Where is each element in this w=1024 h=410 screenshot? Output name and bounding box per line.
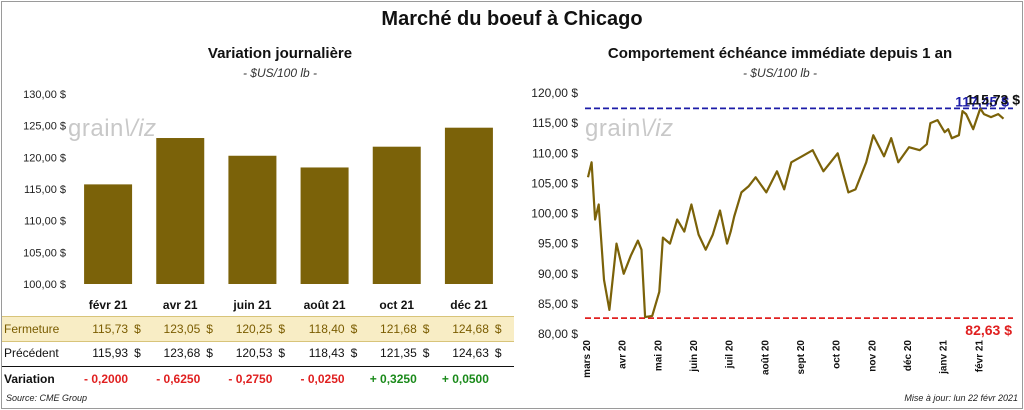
left-watermark-logo: grain\/iz bbox=[68, 115, 157, 142]
left-chart-unit: - $US/100 lb - bbox=[242, 66, 318, 80]
x-tick-label: déc 20 bbox=[903, 340, 914, 372]
variation-value: + 0,0500 bbox=[441, 372, 489, 386]
y-tick-label: 105,00 $ bbox=[531, 176, 578, 190]
page-title: Marché du boeuf à Chicago bbox=[381, 8, 643, 30]
precedent-currency: $ bbox=[350, 346, 358, 360]
y-tick-label: 115,00 $ bbox=[532, 116, 578, 130]
last-value-label: 115,73 $ bbox=[966, 92, 1020, 108]
y-tick-label: 110,00 $ bbox=[24, 216, 66, 228]
x-tick-label: août 21 bbox=[304, 298, 346, 312]
fermeture-value: 120,25 bbox=[235, 322, 273, 336]
y-tick-label: 85,00 $ bbox=[538, 297, 578, 311]
y-tick-label: 115,00 $ bbox=[24, 184, 66, 196]
precedent-value: 121,35 bbox=[380, 346, 417, 360]
x-tick-label: mars 20 bbox=[582, 340, 593, 378]
y-tick-label: 105,00 $ bbox=[23, 247, 66, 259]
fermeture-value: 115,73 bbox=[92, 322, 129, 336]
price-series-line bbox=[586, 107, 1005, 319]
bar-chart: 100,00 $ 105,00 $ 110,00 $ 115,00 $ 120,00 $… bbox=[23, 89, 493, 312]
y-tick-label: 90,00 $ bbox=[538, 267, 578, 281]
variation-label: Variation bbox=[4, 372, 55, 386]
x-tick-label: mai 20 bbox=[653, 340, 664, 372]
bar bbox=[300, 167, 349, 284]
bar bbox=[84, 184, 133, 284]
bar bbox=[444, 127, 493, 285]
precedent-currency: $ bbox=[494, 346, 502, 360]
x-tick-label: déc 21 bbox=[450, 298, 488, 312]
x-tick-label: avr 20 bbox=[618, 340, 629, 369]
y-tick-label: 130,00 $ bbox=[23, 89, 66, 101]
x-tick-label: juin 20 bbox=[689, 340, 700, 373]
max-value-label: 117,45 $ bbox=[955, 93, 1009, 109]
variation-value: + 0,3250 bbox=[369, 372, 417, 386]
precedent-currency: $ bbox=[422, 346, 430, 360]
precedent-value: 115,93 bbox=[92, 346, 129, 360]
x-tick-label: juin 21 bbox=[232, 298, 271, 312]
x-tick-label: juil 20 bbox=[725, 340, 736, 370]
variation-value: - 0,2750 bbox=[228, 372, 273, 386]
y-tick-label: 120,00 $ bbox=[23, 152, 66, 164]
y-tick-label: 100,00 $ bbox=[531, 207, 578, 221]
bar bbox=[228, 155, 277, 284]
x-tick-label: avr 21 bbox=[163, 298, 198, 312]
precedent-value: 124,63 bbox=[452, 346, 489, 360]
fermeture-value: 118,40 bbox=[308, 322, 345, 336]
right-watermark-logo: grain\/iz bbox=[585, 115, 674, 142]
fermeture-currency: $ bbox=[350, 322, 358, 336]
x-tick-label: sept 20 bbox=[796, 340, 807, 375]
fermeture-currency: $ bbox=[278, 322, 286, 336]
precedent-value: 123,68 bbox=[163, 346, 201, 360]
y-tick-label: 125,00 $ bbox=[23, 121, 66, 133]
fermeture-value: 124,68 bbox=[452, 322, 489, 336]
fermeture-currency: $ bbox=[422, 322, 430, 336]
fermeture-label: Fermeture bbox=[4, 322, 60, 336]
fermeture-row: Fermeture 115,73 $123,05 $120,25 $118,40 $12… bbox=[2, 316, 514, 342]
y-tick-label: 110,00 $ bbox=[532, 146, 578, 160]
fermeture-value: 123,05 bbox=[163, 322, 201, 336]
source-note: Source: CME Group bbox=[6, 393, 88, 403]
x-tick-label: oct 20 bbox=[832, 340, 843, 369]
x-tick-label: févr 21 bbox=[974, 340, 985, 373]
precedent-row: Précédent 115,93 $123,68 $120,53 $118,43 $12… bbox=[2, 341, 514, 365]
bar bbox=[156, 138, 205, 284]
y-tick-label: 120,00 $ bbox=[531, 86, 578, 100]
y-tick-label: 80,00 $ bbox=[538, 327, 578, 341]
y-tick-label: 95,00 $ bbox=[538, 237, 578, 251]
x-tick-label: janv 21 bbox=[939, 340, 950, 375]
x-tick-label: nov 20 bbox=[867, 340, 878, 372]
right-chart-title: Comportement échéance immédiate depuis 1… bbox=[607, 45, 953, 62]
variation-row: Variation - 0,2000 - 0,6250 - 0,2750 - 0,02… bbox=[2, 366, 514, 391]
precedent-value: 118,43 bbox=[308, 346, 345, 360]
update-note: Mise à jour: lun 22 févr 2021 bbox=[904, 393, 1018, 403]
precedent-currency: $ bbox=[134, 346, 141, 360]
x-tick-label: févr 21 bbox=[89, 298, 128, 312]
precedent-currency: $ bbox=[206, 346, 213, 360]
x-tick-label: août 20 bbox=[760, 340, 771, 375]
variation-value: - 0,2000 bbox=[84, 372, 129, 386]
precedent-label: Précédent bbox=[4, 346, 59, 360]
x-tick-label: oct 21 bbox=[379, 298, 414, 312]
fermeture-currency: $ bbox=[206, 322, 213, 336]
variation-value: - 0,6250 bbox=[156, 372, 201, 386]
precedent-value: 120,53 bbox=[235, 346, 273, 360]
fermeture-currency: $ bbox=[494, 322, 502, 336]
line-chart: 80,00 $ 85,00 $ 90,00 $ 95,00 $ 100,00 $ 105,… bbox=[531, 86, 1020, 378]
min-value-label: 82,63 $ bbox=[965, 322, 1012, 338]
y-tick-label: 100,00 $ bbox=[23, 279, 66, 291]
variation-value: - 0,0250 bbox=[300, 372, 345, 386]
fermeture-value: 121,68 bbox=[380, 322, 417, 336]
left-chart-title: Variation journalière bbox=[207, 45, 353, 62]
right-chart-unit: - $US/100 lb - bbox=[742, 66, 818, 80]
precedent-currency: $ bbox=[278, 346, 286, 360]
fermeture-currency: $ bbox=[134, 322, 141, 336]
bar bbox=[372, 146, 421, 284]
